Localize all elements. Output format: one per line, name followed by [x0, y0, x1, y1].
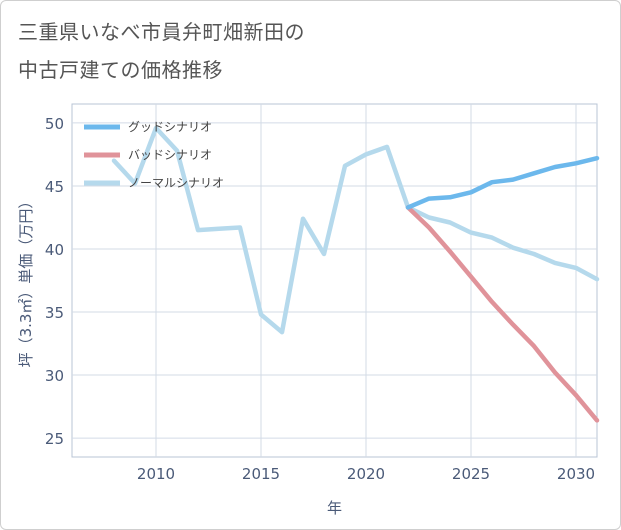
- x-tick-label: 2015: [242, 465, 280, 483]
- x-tick-label: 2020: [347, 465, 385, 483]
- legend-label-1: バッドシナリオ: [128, 148, 212, 162]
- x-tick-label: 2025: [452, 465, 490, 483]
- series-line-2: [111, 125, 600, 335]
- x-tick-label: 2010: [137, 465, 175, 483]
- series-lines: [111, 125, 600, 423]
- y-axis-label: 坪（3.3㎡）単価（万円）: [17, 194, 35, 368]
- y-tick-label: 45: [45, 178, 64, 196]
- x-axis-label: 年: [327, 499, 342, 517]
- y-tick-label: 50: [45, 115, 64, 133]
- chart-title-line-2: 中古戸建ての価格推移: [18, 58, 223, 82]
- y-tick-label: 35: [45, 304, 64, 322]
- legend-label-2: ノーマルシナリオ: [128, 176, 224, 190]
- tick-labels: 2010 2015 2020 2025 2030 25 30 35 40 45 50: [45, 115, 595, 483]
- y-tick-label: 25: [45, 430, 64, 448]
- chart-title-line-1: 三重県いなべ市員弁町畑新田の: [18, 20, 305, 44]
- series-line-1: [405, 205, 600, 423]
- chart-title: 三重県いなべ市員弁町畑新田の 中古戸建ての価格推移: [18, 13, 305, 89]
- series-line-0: [405, 155, 600, 210]
- legend-label-0: グッドシナリオ: [128, 120, 212, 134]
- x-tick-label: 2030: [557, 465, 595, 483]
- y-tick-label: 40: [45, 241, 64, 259]
- y-tick-label: 30: [45, 367, 64, 385]
